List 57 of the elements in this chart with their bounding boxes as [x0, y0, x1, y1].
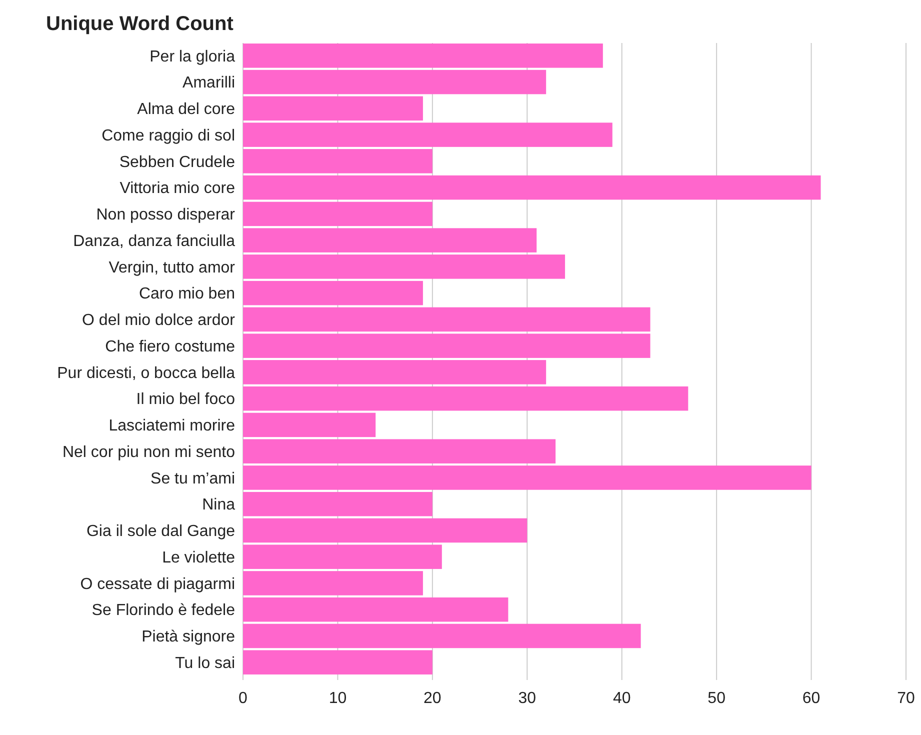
- bar: [243, 280, 423, 306]
- bar: [243, 96, 423, 121]
- y-tick-label: Per la gloria: [150, 48, 236, 66]
- bar: [243, 360, 546, 384]
- y-tick-label: Come raggio di sol: [102, 127, 235, 144]
- y-tick-label: Le violette: [162, 549, 236, 566]
- bar: [243, 571, 423, 596]
- bar: [243, 175, 821, 200]
- y-tick-label: Pur dicesti, o bocca bella: [57, 364, 236, 382]
- bar: [243, 650, 432, 674]
- bar: [243, 466, 812, 490]
- bar: [243, 254, 566, 279]
- x-tick-label: 10: [328, 690, 347, 707]
- x-tick-label: 30: [518, 690, 536, 707]
- bar: [243, 202, 432, 226]
- bar: [243, 518, 528, 543]
- bar: [243, 334, 650, 358]
- y-tick-label: Se Florindo è fedele: [92, 602, 236, 620]
- y-tick-label: Alma del core: [137, 101, 236, 118]
- y-tick-label: Che fiero costume: [105, 338, 236, 356]
- x-tick-label: 70: [897, 690, 915, 707]
- y-tick-label: Danza, danza fanciulla: [73, 232, 236, 250]
- y-tick-label: Caro mio ben: [138, 286, 235, 303]
- bar: [243, 544, 442, 569]
- x-tick-label: 60: [802, 690, 820, 707]
- y-tick-label: Nina: [202, 496, 236, 514]
- y-tick-label: Sebben Crudele: [119, 154, 236, 171]
- bar: [243, 44, 603, 68]
- chart-title: Unique Word Count: [46, 13, 234, 35]
- y-tick-label: Lasciatemi morire: [108, 418, 236, 435]
- bar: [243, 307, 650, 332]
- y-tick-label: Il mio bel foco: [136, 391, 236, 408]
- y-tick-label: O cessate di piagarmi: [80, 576, 235, 593]
- bar: [243, 439, 556, 464]
- bar: [243, 597, 508, 622]
- x-tick-label: 0: [238, 690, 248, 707]
- y-tick-label: Tu lo sai: [175, 654, 235, 672]
- x-tick-label: 50: [708, 690, 726, 707]
- x-tick-label: 40: [612, 690, 631, 707]
- bar: [243, 492, 432, 516]
- bar: [243, 70, 546, 94]
- y-tick-label: Vittoria mio core: [120, 180, 236, 198]
- y-tick-label: Pietà signore: [142, 628, 236, 646]
- bar: [243, 386, 688, 411]
- bar: [243, 149, 432, 174]
- bar: [243, 624, 641, 648]
- y-tick-label: Vergin, tutto amor: [108, 259, 236, 276]
- y-tick-label: O del mio dolce ardor: [82, 312, 236, 330]
- y-tick-label: Non posso disperar: [96, 206, 236, 224]
- y-tick-label: Amarilli: [182, 74, 235, 92]
- bar: [243, 228, 537, 252]
- bar: [243, 412, 376, 438]
- y-tick-label: Nel cor piu non mi sento: [62, 444, 236, 461]
- bar: [243, 122, 612, 147]
- y-tick-label: Gia il sole dal Gange: [86, 523, 236, 540]
- x-tick-label: 20: [424, 690, 442, 707]
- y-tick-label: Se tu m’ami: [150, 470, 235, 488]
